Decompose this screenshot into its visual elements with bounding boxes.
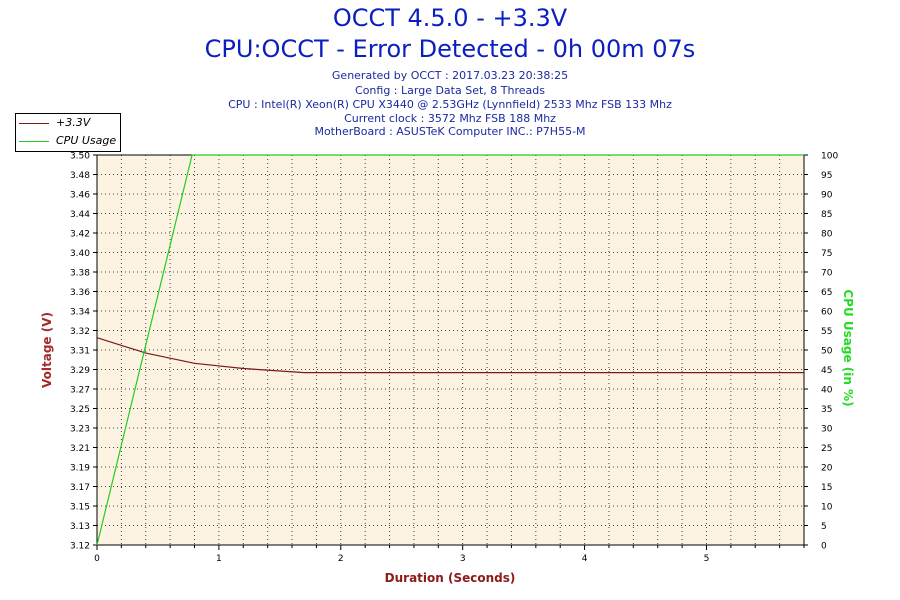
x-tick-label: 3 <box>460 554 466 564</box>
info-motherboard: MotherBoard : ASUSTeK Computer INC.: P7H… <box>314 125 586 138</box>
y-right-tick-label: 55 <box>821 327 832 337</box>
y-right-tick-label: 90 <box>821 191 833 201</box>
y-right-tick-label: 60 <box>821 308 833 318</box>
legend-item-voltage: +3.3V <box>16 115 120 131</box>
y-left-tick-label: 3.40 <box>70 249 90 259</box>
y-left-tick-label: 3.12 <box>70 542 90 552</box>
y-left-tick-label: 3.44 <box>70 210 90 220</box>
y-left-axis-title: Voltage (V) <box>40 312 54 388</box>
info-cpu: CPU : Intel(R) Xeon(R) CPU X3440 @ 2.53G… <box>228 98 672 111</box>
plot-area <box>97 155 804 545</box>
legend-swatch-cpu <box>19 141 49 142</box>
y-right-tick-label: 5 <box>821 522 827 532</box>
y-left-tick-label: 3.13 <box>70 522 90 532</box>
chart-subtitle: CPU:OCCT - Error Detected - 0h 00m 07s <box>204 35 696 63</box>
y-left-tick-label: 3.29 <box>70 366 90 376</box>
y-right-tick-label: 10 <box>821 503 833 513</box>
y-left-tick-label: 3.38 <box>70 269 90 279</box>
legend-swatch-voltage <box>19 123 49 124</box>
y-right-tick-label: 95 <box>821 171 832 181</box>
x-axis-title: Duration (Seconds) <box>384 571 516 585</box>
chart-title: OCCT 4.5.0 - +3.3V <box>332 4 568 32</box>
y-right-tick-label: 50 <box>821 347 833 357</box>
y-left-tick-label: 3.48 <box>70 171 90 181</box>
y-left-tick-label: 3.17 <box>70 483 90 493</box>
y-right-tick-label: 80 <box>821 230 833 240</box>
y-right-tick-label: 35 <box>821 405 832 415</box>
y-right-tick-label: 15 <box>821 483 832 493</box>
y-right-axis-title: CPU Usage (in %) <box>841 289 855 407</box>
y-right-tick-label: 20 <box>821 464 833 474</box>
y-left-tick-label: 3.23 <box>70 425 90 435</box>
y-right-tick-label: 75 <box>821 249 832 259</box>
y-left-tick-label: 3.25 <box>70 405 90 415</box>
info-generated: Generated by OCCT : 2017.03.23 20:38:25 <box>331 69 569 82</box>
legend-label-cpu: CPU Usage <box>56 134 117 147</box>
y-left-tick-label: 3.34 <box>70 308 90 318</box>
y-left-tick-label: 3.27 <box>70 386 90 396</box>
y-left-tick-label: 3.21 <box>70 444 90 454</box>
y-right-tick-label: 25 <box>821 444 832 454</box>
y-left-tick-label: 3.19 <box>70 464 90 474</box>
info-clock: Current clock : 3572 Mhz FSB 188 Mhz <box>344 112 556 125</box>
y-left-tick-label: 3.36 <box>70 288 90 298</box>
y-right-tick-label: 65 <box>821 288 832 298</box>
x-tick-label: 5 <box>704 554 710 564</box>
x-tick-label: 1 <box>216 554 222 564</box>
x-tick-label: 0 <box>94 554 100 564</box>
y-right-tick-label: 100 <box>821 152 838 162</box>
series-line-voltage <box>96 337 804 374</box>
y-left-tick-label: 3.42 <box>70 230 90 240</box>
y-left-tick-label: 3.31 <box>70 347 90 357</box>
y-right-tick-label: 40 <box>821 386 833 396</box>
y-right-tick-label: 70 <box>821 269 833 279</box>
info-config: Config : Large Data Set, 8 Threads <box>355 84 545 97</box>
y-left-tick-label: 3.15 <box>70 503 90 513</box>
y-right-tick-label: 45 <box>821 366 832 376</box>
y-right-tick-label: 85 <box>821 210 832 220</box>
series-line-cpu <box>96 154 804 546</box>
x-tick-label: 4 <box>582 554 588 564</box>
y-right-tick-label: 30 <box>821 425 833 435</box>
y-right-tick-label: 0 <box>821 542 827 552</box>
legend-label-voltage: +3.3V <box>56 116 91 129</box>
chart-legend: +3.3V CPU Usage <box>15 113 121 152</box>
y-left-tick-label: 3.46 <box>70 191 90 201</box>
y-left-tick-label: 3.32 <box>70 327 90 337</box>
x-tick-label: 2 <box>338 554 344 564</box>
legend-item-cpu: CPU Usage <box>16 133 120 149</box>
y-left-tick-label: 3.50 <box>70 152 90 162</box>
